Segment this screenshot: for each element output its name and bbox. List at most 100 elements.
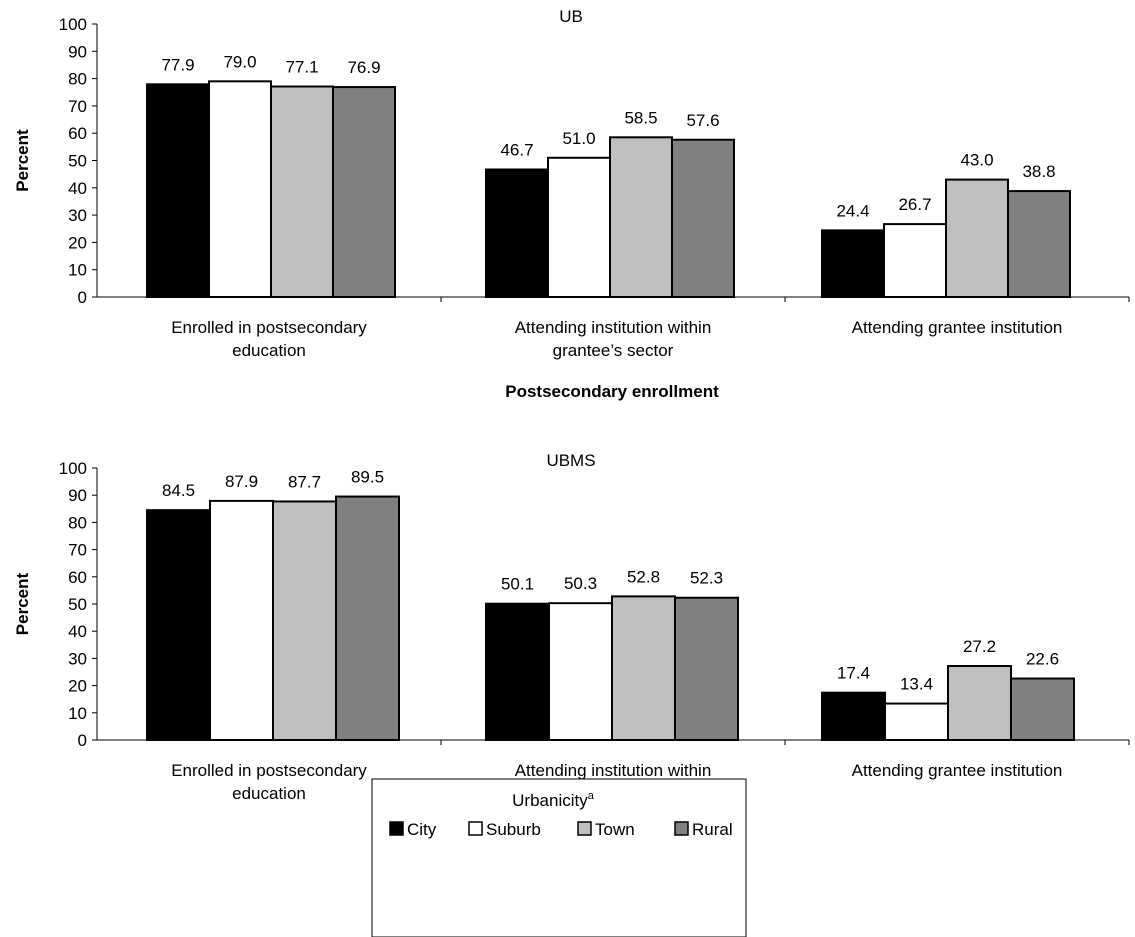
bar-city	[821, 229, 885, 298]
bar-town	[945, 178, 1009, 298]
data-label-town: 87.7	[288, 472, 321, 491]
data-label-town: 77.1	[285, 58, 318, 77]
y-tick-label: 0	[78, 288, 87, 307]
bar-town	[270, 85, 334, 298]
x-category-label: Enrolled in postsecondary	[171, 318, 367, 337]
data-label-suburb: 26.7	[898, 195, 931, 214]
bar-suburb	[548, 602, 613, 742]
y-tick-label: 10	[68, 261, 87, 280]
y-tick-label: 40	[68, 622, 87, 641]
bar-rural	[332, 86, 396, 298]
data-label-rural: 22.6	[1026, 650, 1059, 669]
legend-item-town: Town	[577, 820, 635, 839]
x-category-label: grantee’s sector	[553, 341, 674, 360]
y-axis-label: Percent	[13, 572, 32, 635]
data-label-city: 24.4	[836, 201, 869, 220]
bar-suburb	[884, 702, 949, 741]
x-category-label: Attending grantee institution	[852, 761, 1063, 780]
legend-item-rural: Rural	[674, 820, 733, 839]
legend-frame	[371, 778, 747, 937]
data-label-city: 46.7	[500, 141, 533, 160]
data-label-town: 43.0	[960, 151, 993, 170]
y-tick-label: 20	[68, 677, 87, 696]
data-label-rural: 38.8	[1022, 162, 1055, 181]
data-label-town: 27.2	[963, 637, 996, 656]
y-tick-label: 30	[68, 206, 87, 225]
y-tick-label: 80	[68, 70, 87, 89]
legend-title-superscript: a	[588, 790, 595, 802]
x-category-label: Attending institution within	[515, 318, 712, 337]
y-tick-label: 0	[78, 731, 87, 750]
y-tick-label: 70	[68, 541, 87, 560]
y-tick-label: 50	[68, 595, 87, 614]
x-category-label: education	[232, 341, 306, 360]
data-label-rural: 76.9	[347, 58, 380, 77]
y-tick-label: 90	[68, 42, 87, 61]
x-category-label: Attending institution within	[515, 761, 712, 780]
y-tick-label: 100	[59, 459, 87, 478]
legend-label-suburb: Suburb	[486, 820, 541, 839]
bar-suburb	[208, 80, 272, 298]
x-category-label: Attending grantee institution	[852, 318, 1063, 337]
bar-rural	[1007, 190, 1071, 299]
data-label-rural: 57.6	[686, 111, 719, 130]
data-label-city: 17.4	[837, 664, 870, 683]
y-tick-label: 40	[68, 179, 87, 198]
bar-town	[947, 665, 1012, 741]
data-label-city: 50.1	[501, 575, 534, 594]
bar-city	[146, 509, 211, 741]
y-tick-label: 10	[68, 704, 87, 723]
data-label-suburb: 13.4	[900, 675, 933, 694]
bar-city	[485, 602, 550, 742]
bar-suburb	[883, 223, 947, 298]
data-label-city: 77.9	[161, 55, 194, 74]
y-tick-label: 60	[68, 124, 87, 143]
legend-label-rural: Rural	[692, 820, 733, 839]
bar-city	[485, 168, 549, 298]
data-label-suburb: 87.9	[225, 472, 258, 491]
legend-label-city: City	[407, 820, 437, 839]
bar-suburb	[547, 156, 611, 298]
bar-rural	[335, 495, 400, 741]
x-category-label: Enrolled in postsecondary	[171, 761, 367, 780]
bar-town	[272, 500, 337, 741]
legend-swatch-suburb	[468, 821, 483, 836]
data-label-suburb: 50.3	[564, 574, 597, 593]
y-tick-label: 100	[59, 15, 87, 34]
bar-suburb	[209, 499, 274, 741]
legend-swatch-rural	[674, 821, 689, 836]
chart-title: UBMS	[546, 451, 595, 470]
y-tick-label: 70	[68, 97, 87, 116]
data-label-town: 58.5	[624, 108, 657, 127]
data-label-suburb: 51.0	[562, 129, 595, 148]
data-label-town: 52.8	[627, 567, 660, 586]
bar-city	[821, 691, 886, 741]
legend: Urbanicitya City Suburb Town Rural	[371, 778, 747, 937]
bar-town	[611, 595, 676, 741]
data-label-city: 84.5	[162, 481, 195, 500]
y-tick-label: 80	[68, 513, 87, 532]
bar-rural	[671, 138, 735, 298]
y-tick-label: 60	[68, 568, 87, 587]
y-tick-label: 50	[68, 152, 87, 171]
x-category-label: education	[232, 784, 306, 803]
legend-title: Urbanicitya	[512, 790, 595, 810]
bar-city	[146, 83, 210, 299]
y-tick-label: 90	[68, 486, 87, 505]
legend-label-town: Town	[595, 820, 635, 839]
chart-title: UB	[559, 7, 583, 26]
y-tick-label: 30	[68, 649, 87, 668]
y-axis-label: Percent	[13, 129, 32, 192]
data-label-rural: 52.3	[690, 569, 723, 588]
legend-swatch-town	[577, 821, 592, 836]
y-tick-label: 20	[68, 233, 87, 252]
legend-swatch-city	[389, 821, 404, 836]
data-label-rural: 89.5	[351, 468, 384, 487]
legend-item-city: City	[389, 820, 437, 839]
bar-town	[609, 136, 673, 298]
data-label-suburb: 79.0	[223, 52, 256, 71]
legend-item-suburb: Suburb	[468, 820, 541, 839]
chart-panel-ub: UB 0 10 20 30 40 50 60 70 80 90 100 Percent 77.9 79.0 7…	[13, 7, 1130, 401]
x-axis-label: Postsecondary enrollment	[505, 382, 719, 401]
